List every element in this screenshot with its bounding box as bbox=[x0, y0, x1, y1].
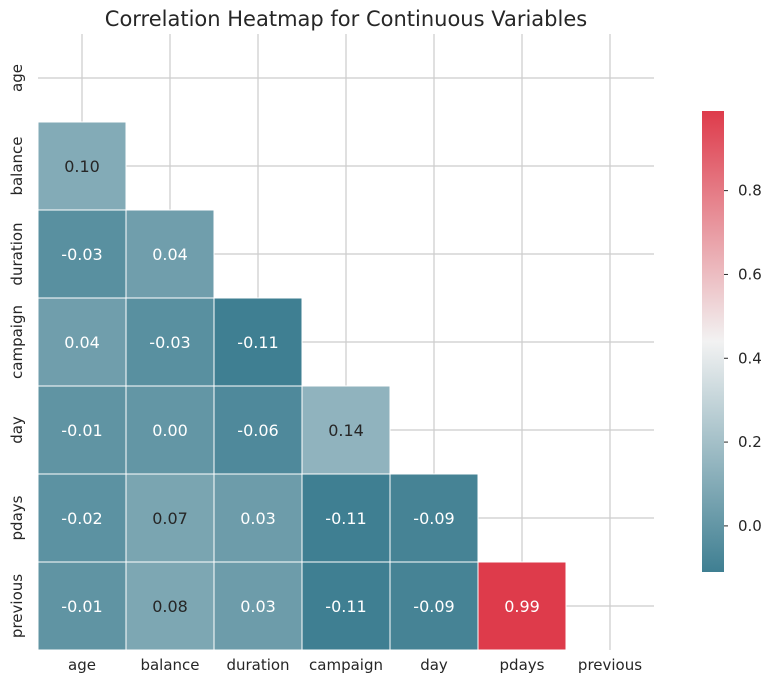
heatmap-cell-previous-balance bbox=[125, 561, 215, 651]
cell-value-label: -0.06 bbox=[237, 421, 278, 440]
y-tick-label: campaign bbox=[8, 305, 26, 379]
cell-value-label: -0.01 bbox=[61, 597, 102, 616]
cell-value-label: -0.01 bbox=[61, 421, 102, 440]
cell-value-label: -0.11 bbox=[325, 509, 366, 528]
cell-value-label: -0.09 bbox=[413, 509, 454, 528]
y-tick-label: previous bbox=[8, 574, 26, 638]
cell-value-label: -0.09 bbox=[413, 597, 454, 616]
heatmap-cell-previous-pdays bbox=[477, 561, 567, 651]
y-tick-label: day bbox=[8, 416, 26, 444]
cell-value-label: 0.99 bbox=[504, 597, 540, 616]
heatmap-cell-day-balance bbox=[125, 385, 215, 475]
heatmap-cell-previous-duration bbox=[213, 561, 303, 651]
heatmap-cells: 0.10 -0.03 0.04 0.04 -0.03 -0.11 -0.01 0.00 -0.0… bbox=[37, 121, 567, 651]
cell-value-label: 0.14 bbox=[328, 421, 364, 440]
x-tick-label: pdays bbox=[500, 656, 545, 674]
colorbar-tick-label: 0.6 bbox=[738, 265, 762, 283]
heatmap-cell-campaign-balance bbox=[125, 297, 215, 387]
heatmap-cell-previous-age bbox=[37, 561, 127, 651]
heatmap-cell-previous-day bbox=[389, 561, 479, 651]
heatmap-cell-day-duration bbox=[213, 385, 303, 475]
colorbar-tick-label: 0.8 bbox=[738, 182, 762, 200]
cell-value-label: 0.04 bbox=[64, 333, 100, 352]
y-tick-label: balance bbox=[8, 136, 26, 195]
y-axis-tick-labels: age balance duration campaign day pdays previo… bbox=[8, 64, 26, 638]
heatmap-cell-pdays-age bbox=[37, 473, 127, 563]
colorbar: 0.0 0.2 0.4 0.6 0.8 bbox=[702, 111, 762, 572]
y-tick-label: duration bbox=[8, 222, 26, 285]
cell-value-label: 0.03 bbox=[240, 509, 276, 528]
cell-value-label: 0.07 bbox=[152, 509, 188, 528]
cell-value-label: 0.08 bbox=[152, 597, 188, 616]
heatmap-cell-previous-campaign bbox=[301, 561, 391, 651]
colorbar-tick-label: 0.2 bbox=[738, 433, 762, 451]
cell-value-label: 0.04 bbox=[152, 245, 188, 264]
x-axis-tick-labels: age balance duration campaign day pdays previo… bbox=[68, 656, 642, 674]
cell-value-label: 0.00 bbox=[152, 421, 188, 440]
x-tick-label: campaign bbox=[309, 656, 383, 674]
heatmap-cell-pdays-balance bbox=[125, 473, 215, 563]
cell-value-label: -0.03 bbox=[61, 245, 102, 264]
cell-value-label: -0.11 bbox=[325, 597, 366, 616]
heatmap-cell-pdays-day bbox=[389, 473, 479, 563]
heatmap-cell-campaign-duration bbox=[213, 297, 303, 387]
colorbar-tick-label: 0.4 bbox=[738, 349, 762, 367]
x-tick-label: balance bbox=[140, 656, 199, 674]
cell-value-label: 0.03 bbox=[240, 597, 276, 616]
colorbar-tick-label: 0.0 bbox=[738, 517, 762, 535]
cell-value-label: -0.03 bbox=[149, 333, 190, 352]
x-tick-label: day bbox=[420, 656, 448, 674]
heatmap-cell-balance-age bbox=[37, 121, 127, 211]
cell-value-label: 0.10 bbox=[64, 157, 100, 176]
heatmap-cell-duration-balance bbox=[125, 209, 215, 299]
y-tick-label: pdays bbox=[8, 495, 26, 540]
heatmap-cell-day-age bbox=[37, 385, 127, 475]
colorbar-gradient bbox=[702, 111, 724, 572]
y-tick-label: age bbox=[8, 64, 26, 92]
heatmap-cell-day-campaign bbox=[301, 385, 391, 475]
x-tick-label: previous bbox=[578, 656, 642, 674]
x-tick-label: duration bbox=[226, 656, 289, 674]
chart-title: Correlation Heatmap for Continuous Varia… bbox=[105, 7, 587, 31]
cell-value-label: -0.11 bbox=[237, 333, 278, 352]
cell-value-label: -0.02 bbox=[61, 509, 102, 528]
x-tick-label: age bbox=[68, 656, 96, 674]
